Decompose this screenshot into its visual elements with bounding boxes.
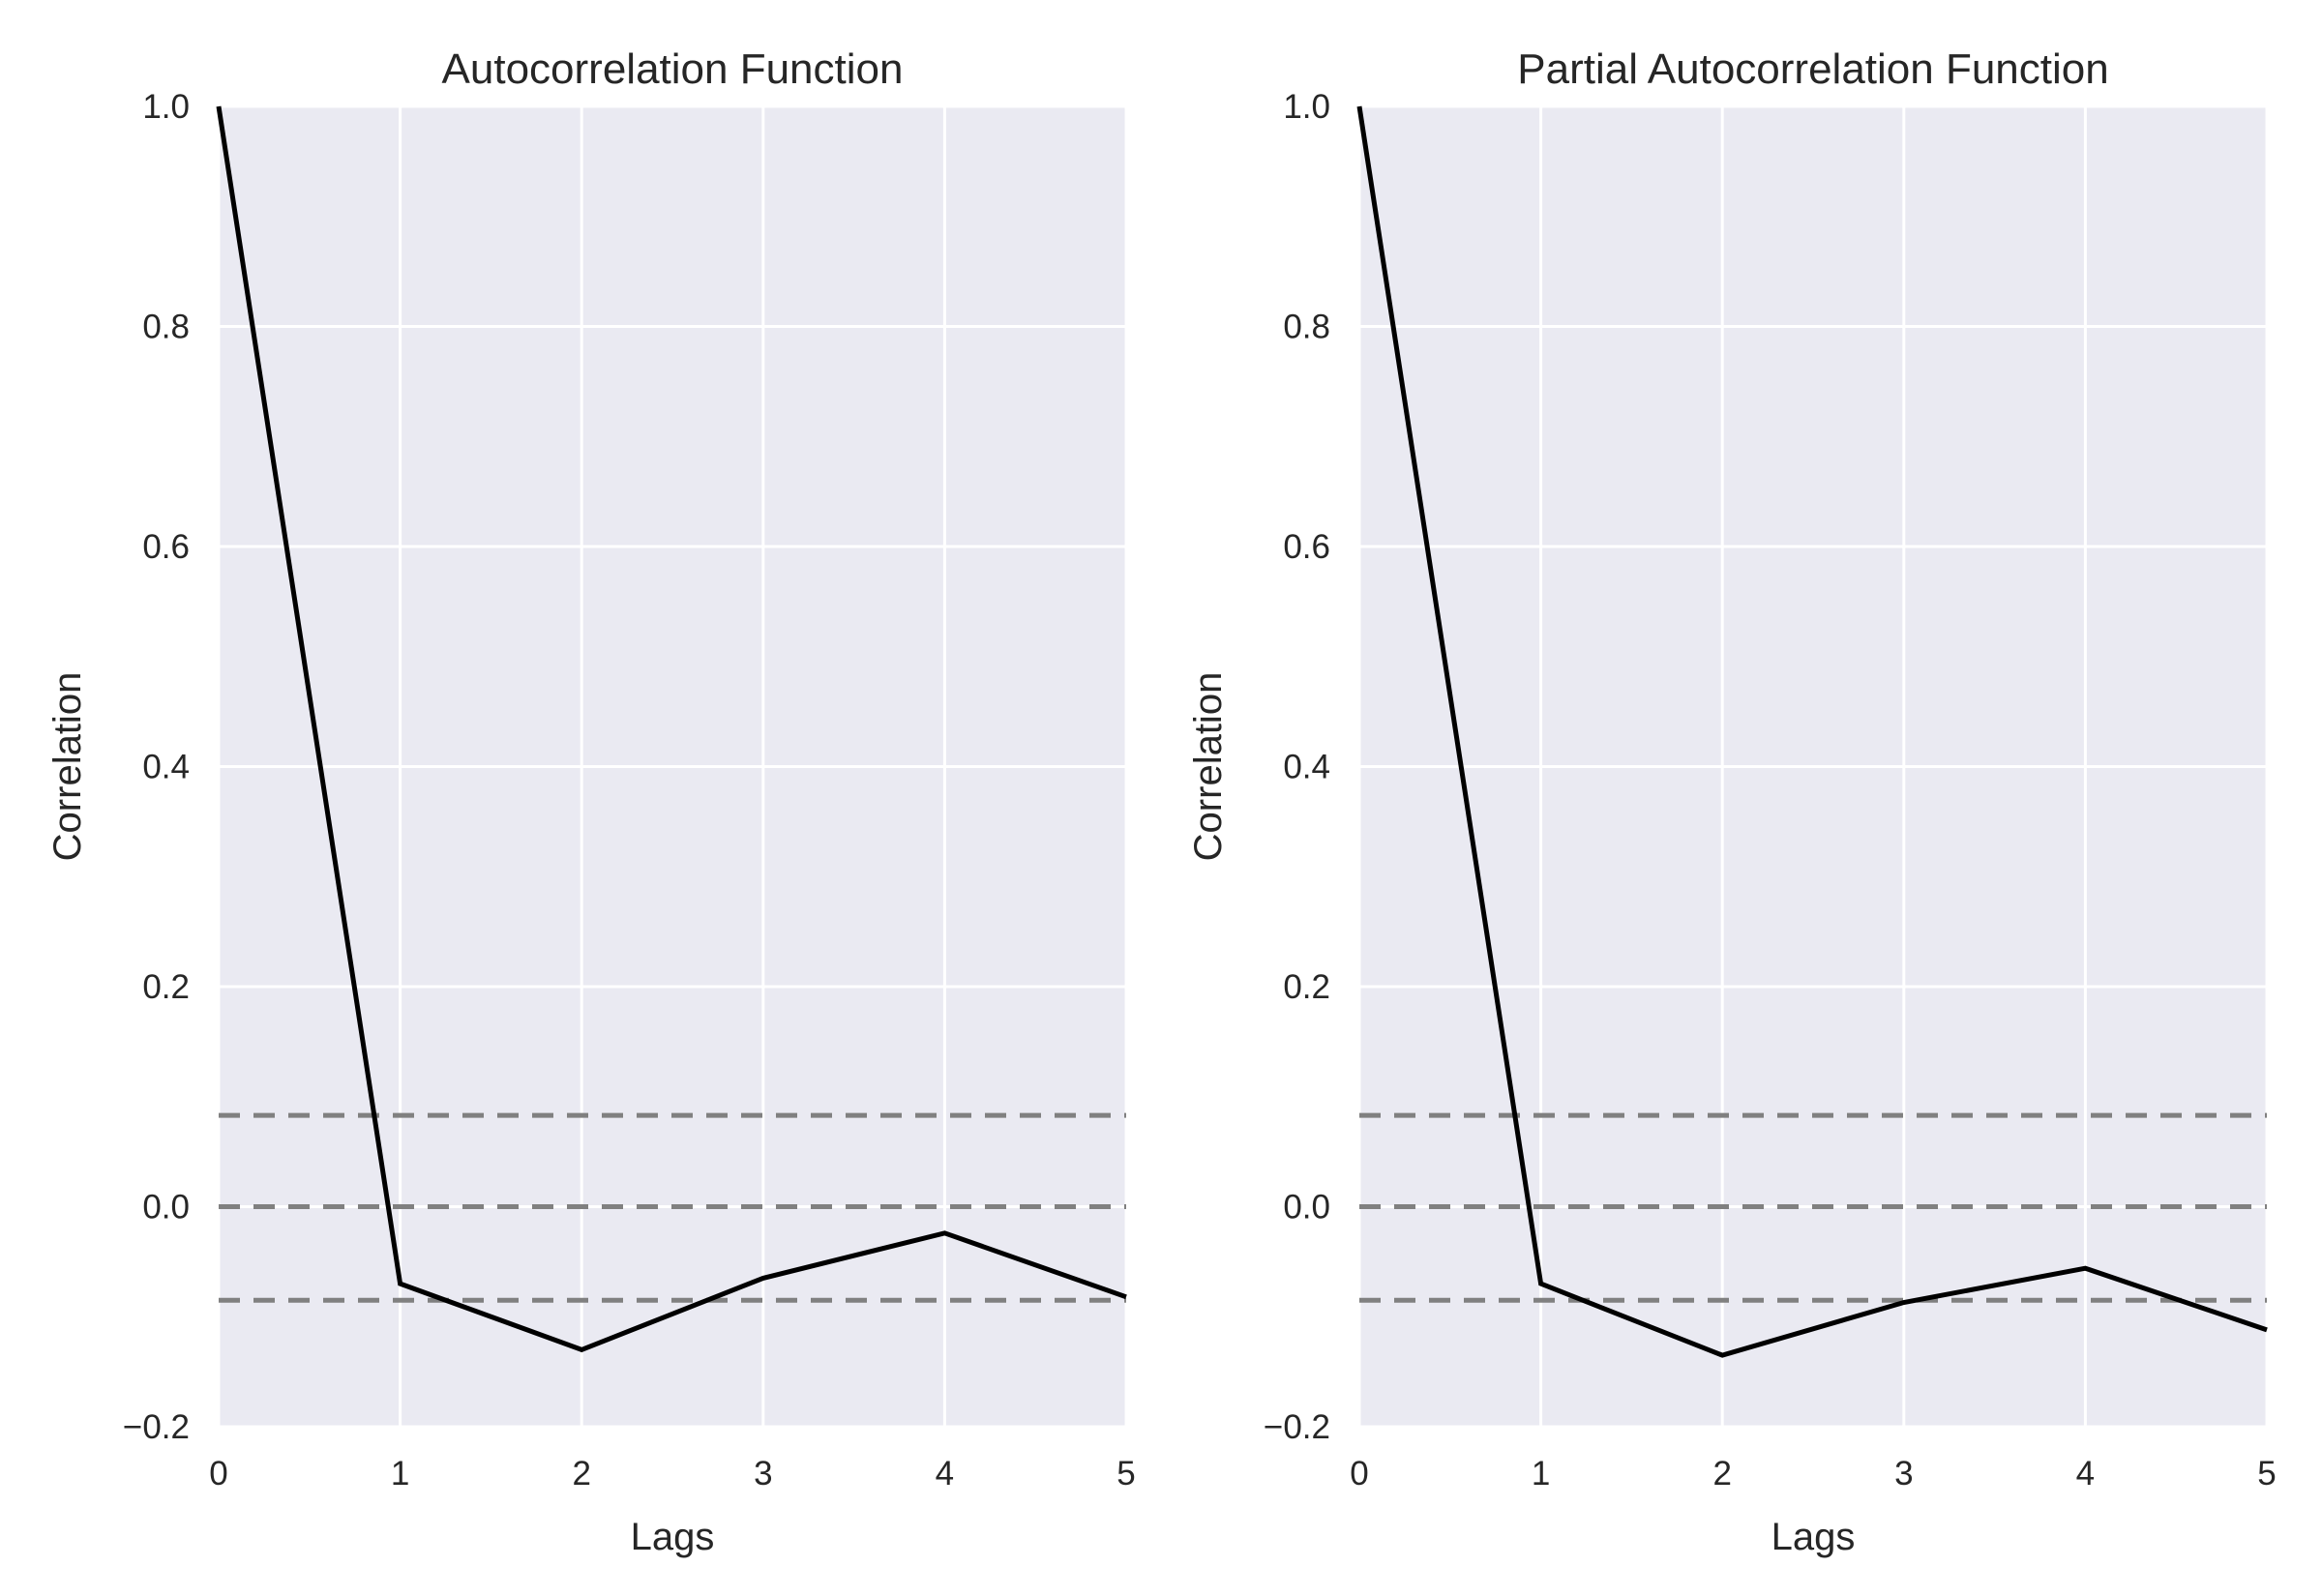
pacf-series-line-0 [1356,105,2268,1358]
acf-chart-title: Autocorrelation Function [442,45,904,93]
acf-y-axis-label: Correlation [46,672,89,862]
pacf-y-tick-label: 0.4 [1283,749,1330,786]
acf-y-tick-label: 0.0 [142,1189,190,1227]
pacf-y-axis-label: Correlation [1187,672,1230,862]
acf-y-tick-label: 0.6 [142,528,190,566]
acf-y-tick-label: 1.0 [142,88,190,126]
acf-series-line-0 [216,105,1127,1353]
acf-y-tick-label: −0.2 [123,1408,190,1446]
pacf-chart-title: Partial Autocorrelation Function [1517,45,2108,93]
acf-x-tick-label: 3 [754,1455,772,1493]
pacf-y-tick-label: 0.0 [1283,1189,1330,1227]
pacf-x-tick-label: 1 [1532,1455,1550,1493]
pacf-x-tick-label: 5 [2257,1455,2276,1493]
pacf-y-tick-label: 0.2 [1283,968,1330,1006]
pacf-y-tick-label: 0.6 [1283,528,1330,566]
acf-panel: 0 1 2 3 4 5 −0.2 0.0 0.2 0.4 0.6 0.8 1.0 Autocorrelat… [46,45,1136,1558]
pacf-x-axis-label: Lags [1771,1516,1856,1558]
pacf-x-tick-label: 0 [1350,1455,1368,1493]
acf-y-tick-label: 0.4 [142,749,190,786]
pacf-y-tick-label: 1.0 [1283,88,1330,126]
pacf-x-tick-label: 2 [1712,1455,1731,1493]
acf-x-tick-label: 5 [1116,1455,1135,1493]
acf-x-tick-label: 1 [391,1455,409,1493]
acf-y-tick-label: 0.8 [142,309,190,346]
pacf-y-tick-label: −0.2 [1264,1408,1330,1446]
acf-x-tick-label: 0 [209,1455,227,1493]
acf-x-tick-label: 4 [936,1455,954,1493]
pacf-x-tick-label: 3 [1894,1455,1913,1493]
pacf-panel: 0 1 2 3 4 5 −0.2 0.0 0.2 0.4 0.6 0.8 1.0 Partial Auto… [1187,45,2277,1558]
acf-x-axis-label: Lags [631,1516,715,1558]
pacf-y-tick-label: 0.8 [1283,309,1330,346]
acf-x-tick-label: 2 [572,1455,590,1493]
acf-y-tick-label: 0.2 [142,968,190,1006]
pacf-x-tick-label: 4 [2076,1455,2095,1493]
